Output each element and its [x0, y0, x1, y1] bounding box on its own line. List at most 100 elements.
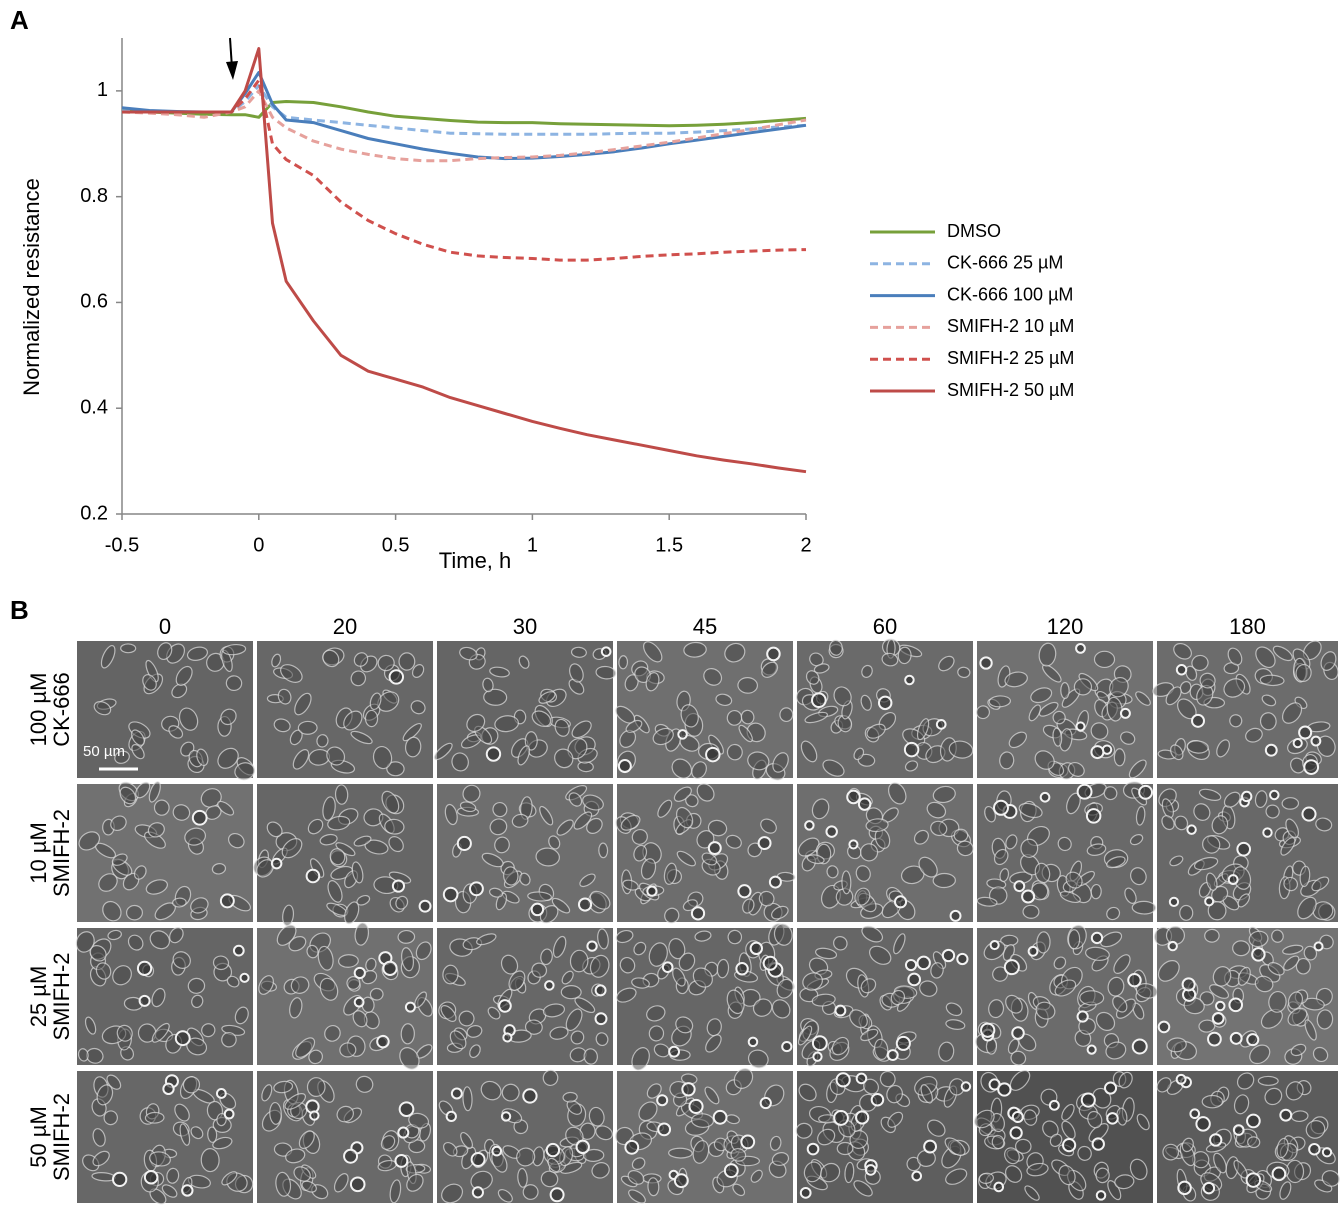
cell	[284, 1093, 307, 1110]
cell	[806, 854, 825, 865]
cell	[353, 835, 372, 847]
cell	[948, 740, 974, 759]
cell	[565, 1008, 583, 1032]
cell	[256, 859, 274, 878]
cell	[1106, 856, 1126, 869]
cell	[704, 1086, 720, 1105]
cell	[338, 954, 359, 968]
cell	[539, 805, 554, 826]
rounded-cell	[1131, 1038, 1148, 1055]
cell	[1114, 1174, 1135, 1190]
cell	[1264, 1087, 1283, 1106]
cell	[102, 900, 122, 922]
cell	[927, 1119, 946, 1137]
cell	[973, 1109, 995, 1129]
cell	[976, 705, 990, 720]
cell	[508, 970, 526, 992]
cell	[352, 1010, 368, 1028]
cell	[811, 798, 830, 820]
cell	[855, 865, 871, 882]
cell	[760, 818, 777, 834]
legend-label: SMIFH-2 10 µM	[947, 316, 1074, 336]
rounded-cell	[768, 875, 782, 889]
cell	[289, 997, 303, 1019]
cell	[221, 1031, 237, 1048]
series-line	[122, 47, 807, 474]
row-label: 50 µM	[26, 1106, 51, 1168]
cell	[451, 752, 469, 772]
cell	[1020, 838, 1039, 858]
rounded-cell	[309, 1110, 320, 1121]
rounded-cell	[376, 1034, 390, 1049]
micrograph	[797, 925, 973, 1067]
cell	[1173, 642, 1192, 660]
cell	[1106, 696, 1123, 722]
rounded-cell	[549, 1187, 565, 1203]
cell	[552, 935, 567, 958]
rounded-cell	[1186, 824, 1197, 835]
rounded-cell	[690, 906, 706, 921]
cell	[169, 927, 184, 944]
cell	[298, 1130, 315, 1149]
cell	[1281, 797, 1300, 810]
rounded-cell	[834, 1004, 847, 1017]
cell	[568, 678, 585, 695]
cell	[727, 929, 743, 945]
cell	[503, 866, 519, 886]
micrograph	[437, 928, 613, 1065]
cell	[715, 693, 733, 706]
cell	[273, 718, 291, 733]
cell	[294, 692, 312, 716]
cell	[119, 786, 137, 805]
cell	[1285, 818, 1299, 839]
rounded-cell	[577, 897, 593, 912]
cell	[1156, 1077, 1172, 1093]
rounded-cell	[1048, 1099, 1060, 1111]
cell	[364, 709, 379, 728]
rounded-cell	[1181, 977, 1196, 992]
cell	[752, 998, 773, 1017]
rounded-cell	[1085, 808, 1102, 824]
legend-label: SMIFH-2 50 µM	[947, 380, 1074, 400]
cell	[292, 749, 310, 770]
cell	[1236, 1072, 1255, 1090]
cell	[1061, 1120, 1076, 1140]
cell	[1205, 872, 1218, 891]
cell	[327, 815, 351, 831]
rounded-cell	[215, 1088, 227, 1099]
cell	[522, 1184, 539, 1200]
rounded-cell	[594, 1012, 608, 1026]
cell	[227, 832, 245, 849]
cell	[831, 1036, 850, 1056]
cell	[1106, 906, 1121, 921]
cell	[1232, 940, 1251, 957]
rounded-cell	[1157, 1020, 1171, 1034]
cell	[191, 994, 204, 1009]
rounded-cell	[305, 868, 321, 884]
cell	[747, 1049, 769, 1069]
cell	[324, 1024, 341, 1042]
legend-label: CK-666 100 µM	[947, 284, 1073, 304]
rounded-cell	[1313, 941, 1324, 952]
micrograph	[797, 782, 974, 922]
rounded-cell	[1229, 1031, 1243, 1045]
rounded-cell	[1321, 1147, 1333, 1158]
cell	[95, 962, 112, 980]
cell	[673, 786, 692, 802]
cell	[524, 731, 538, 751]
cell	[1186, 740, 1209, 754]
rounded-cell	[911, 1170, 923, 1182]
cell	[571, 720, 592, 739]
micrograph	[75, 927, 253, 1065]
cell	[570, 1030, 585, 1045]
cell	[860, 843, 879, 862]
rounded-cell	[1264, 743, 1278, 757]
rounded-cell	[1301, 806, 1317, 822]
cell	[1185, 665, 1198, 681]
cell	[1271, 929, 1284, 943]
cell	[497, 1189, 513, 1203]
rounded-cell	[923, 1139, 938, 1154]
rounded-cell	[661, 961, 674, 973]
micrograph	[77, 641, 256, 781]
rounded-cell	[989, 940, 1000, 951]
